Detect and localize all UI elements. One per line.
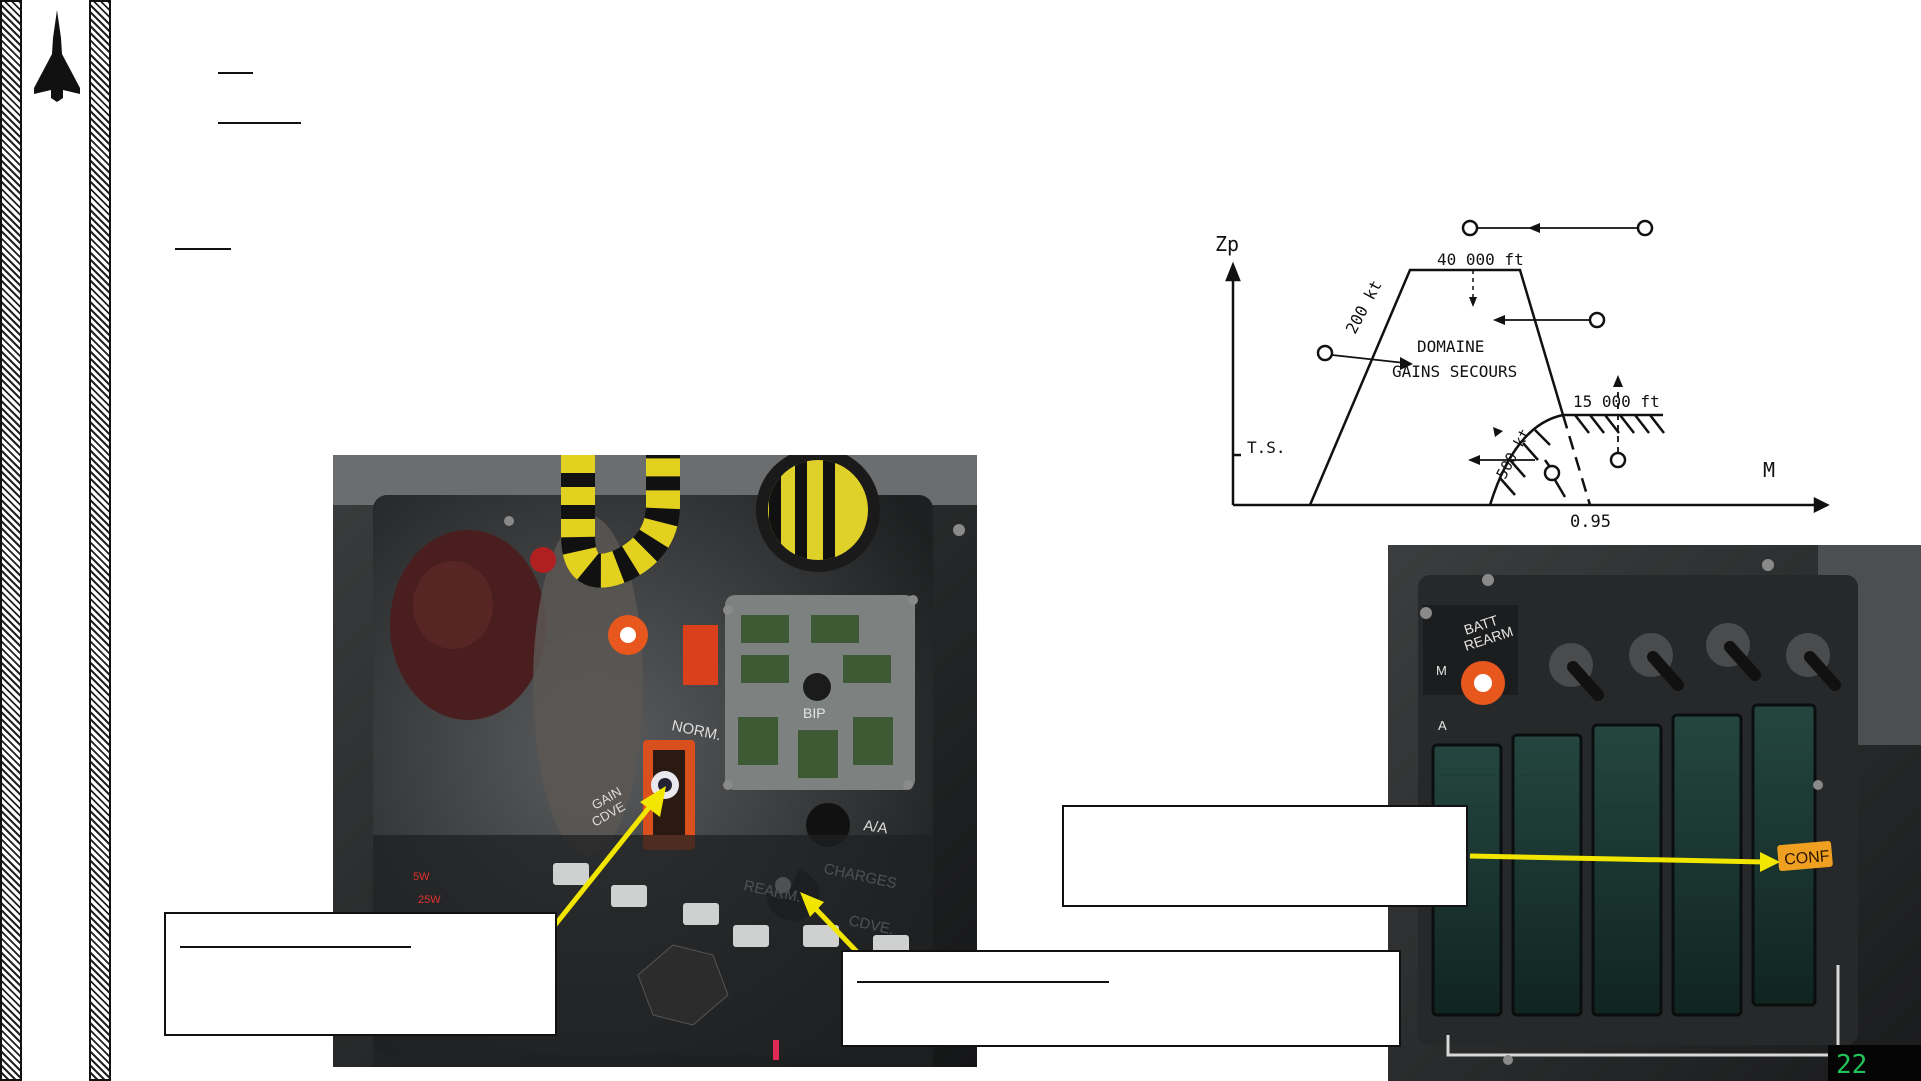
gain-secours-domain-diagram: Zp M T.S. 40 000 ft 200 kt DOMAINE GAINS… [1215, 219, 1830, 532]
callout-box-gain-cdve [164, 912, 557, 1036]
callout-box-conf [1062, 805, 1468, 907]
digital-readout: 22 [1836, 1050, 1867, 1080]
left-hatched-rail [0, 0, 22, 1081]
callout-rearm-cdve-underline [857, 981, 1109, 983]
diagram-ts-label: T.S. [1247, 438, 1286, 457]
heading-underline-2 [218, 122, 301, 124]
a-label: A [1438, 718, 1447, 733]
sw-label: 5W [413, 871, 430, 883]
diagram-mach-value: 0.95 [1570, 512, 1611, 532]
25w-label: 25W [418, 894, 441, 906]
aircraft-silhouette-icon [34, 10, 80, 102]
diagram-domain-line1: DOMAINE [1417, 337, 1484, 356]
diagram-x-axis-label: M [1763, 458, 1775, 482]
callout-gain-cdve-underline [180, 946, 411, 948]
diagram-y-axis-label: Zp [1215, 232, 1239, 256]
bip-label: BIP [803, 705, 826, 721]
right-hatched-rail [89, 0, 111, 1081]
aa-label: A/A [862, 817, 888, 837]
diagram-40000-label: 40 000 ft [1437, 250, 1524, 269]
callout-box-rearm-cdve [841, 950, 1401, 1047]
cockpit-panel-photo-left: BIP NORM. GAIN CDVE A/A CHARGES REARM. C… [333, 455, 977, 1067]
diagram-domain-line2: GAINS SECOURS [1392, 362, 1517, 381]
m-label: M [1436, 663, 1447, 678]
cockpit-panel-photo-right: BATT REARM M A CONF 22 [1388, 545, 1921, 1081]
heading-underline-3 [175, 248, 231, 250]
conf-lamp-label: CONF [1784, 848, 1831, 869]
diagram-15000-label: 15 000 ft [1573, 392, 1660, 411]
heading-underline-1 [218, 72, 253, 74]
diagram-200kt-label: 200 kt [1342, 277, 1386, 337]
